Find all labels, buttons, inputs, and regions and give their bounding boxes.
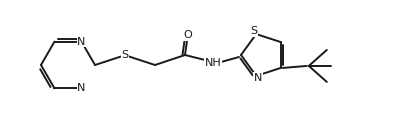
Text: N: N <box>77 83 86 93</box>
Text: NH: NH <box>205 58 221 68</box>
Text: N: N <box>254 73 263 83</box>
Text: O: O <box>184 30 193 40</box>
Text: S: S <box>251 26 258 36</box>
Text: S: S <box>121 50 129 60</box>
Text: N: N <box>77 37 86 47</box>
